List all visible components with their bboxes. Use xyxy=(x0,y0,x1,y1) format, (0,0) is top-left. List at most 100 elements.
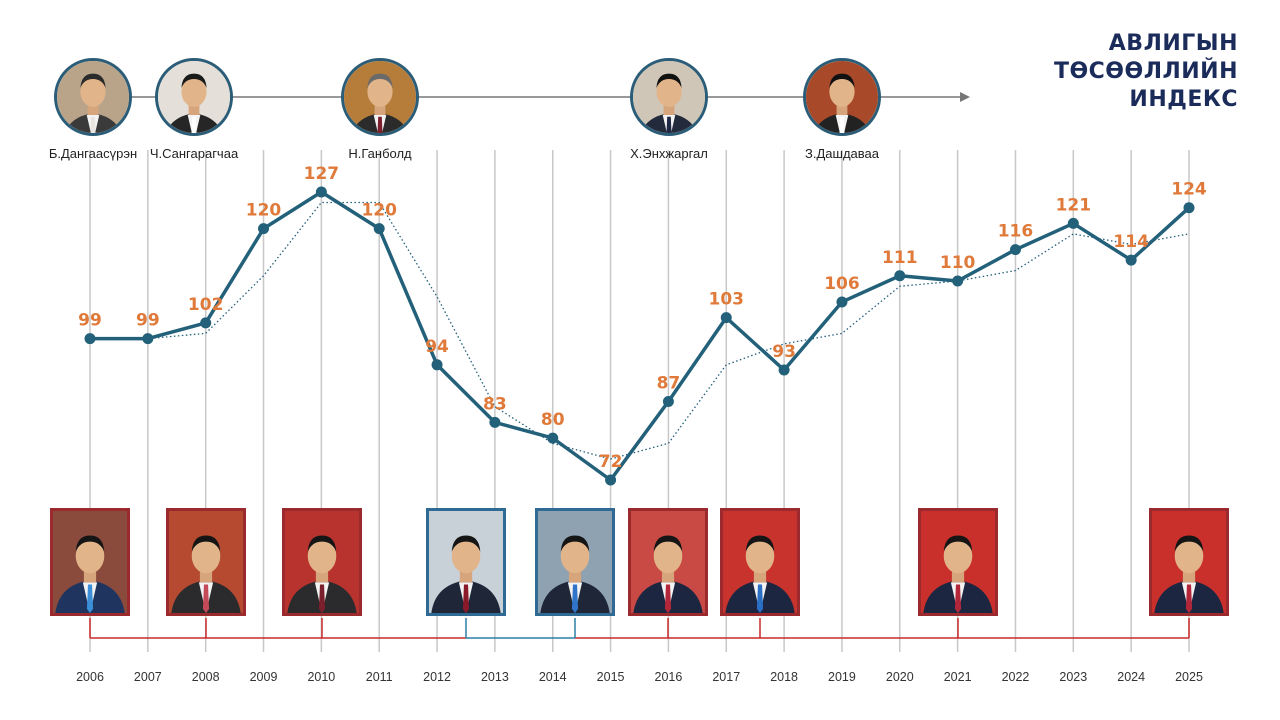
data-point xyxy=(258,223,270,235)
data-label: 110 xyxy=(940,253,976,273)
data-point xyxy=(84,333,96,345)
title-line: ТӨСӨӨЛЛИЙН xyxy=(1053,59,1238,84)
leader-photo xyxy=(50,508,130,616)
title-line: АВЛИГЫН xyxy=(1108,31,1238,56)
year-tick-label: 2013 xyxy=(481,670,509,684)
portrait-icon xyxy=(53,511,127,613)
data-point xyxy=(315,186,327,198)
official-avatar xyxy=(54,58,132,136)
leader-photo xyxy=(628,508,708,616)
arrow-head-icon xyxy=(960,92,970,102)
official-name: Н.Ганболд xyxy=(348,146,412,161)
data-point xyxy=(200,317,212,329)
data-point xyxy=(1009,244,1021,256)
year-tick-label: 2014 xyxy=(539,670,567,684)
official-avatar xyxy=(803,58,881,136)
title-line: ИНДЕКС xyxy=(1129,87,1238,112)
data-label: 99 xyxy=(78,311,102,331)
leader-photo xyxy=(720,508,800,616)
data-label: 102 xyxy=(188,295,224,315)
data-label: 127 xyxy=(304,164,340,184)
trend-series-line xyxy=(90,201,1190,460)
data-label: 121 xyxy=(1056,195,1092,215)
year-tick-label: 2020 xyxy=(886,670,914,684)
data-label: 120 xyxy=(361,201,397,221)
year-tick-label: 2019 xyxy=(828,670,856,684)
portrait-icon xyxy=(429,511,503,613)
year-tick-label: 2022 xyxy=(1002,670,1030,684)
portrait-icon xyxy=(158,61,230,133)
portrait-icon xyxy=(631,511,705,613)
year-tick-label: 2010 xyxy=(307,670,335,684)
leader-photo xyxy=(426,508,506,616)
official-name: Ч.Сангарагчаа xyxy=(149,146,239,161)
data-label: 93 xyxy=(772,342,796,362)
portrait-icon xyxy=(723,511,797,613)
leader-photo xyxy=(535,508,615,616)
data-label: 87 xyxy=(657,373,681,393)
portrait-icon xyxy=(806,61,878,133)
data-point xyxy=(778,364,790,376)
year-tick-label: 2007 xyxy=(134,670,162,684)
year-tick-label: 2025 xyxy=(1175,670,1203,684)
data-label: 80 xyxy=(541,410,565,430)
official-name: Х.Энхжаргал xyxy=(630,146,708,161)
year-tick-label: 2018 xyxy=(770,670,798,684)
data-point xyxy=(1067,217,1079,229)
portrait-icon xyxy=(344,61,416,133)
year-tick-label: 2008 xyxy=(192,670,220,684)
year-tick-label: 2012 xyxy=(423,670,451,684)
year-tick-label: 2021 xyxy=(944,670,972,684)
data-label: 99 xyxy=(136,311,160,331)
chart-title: АВЛИГЫН ТӨСӨӨЛЛИЙН ИНДЕКС xyxy=(1054,30,1238,114)
data-point xyxy=(720,312,732,324)
data-label: 83 xyxy=(483,394,507,414)
leader-photo xyxy=(166,508,246,616)
leader-photo xyxy=(1149,508,1229,616)
leader-photo xyxy=(282,508,362,616)
year-tick-label: 2016 xyxy=(655,670,683,684)
data-label: 116 xyxy=(998,222,1034,242)
data-point xyxy=(373,223,385,235)
data-point xyxy=(547,432,559,444)
data-point xyxy=(605,474,617,486)
year-tick-label: 2024 xyxy=(1117,670,1145,684)
data-label: 111 xyxy=(882,248,918,268)
data-point xyxy=(142,333,154,345)
portrait-icon xyxy=(633,61,705,133)
data-label: 120 xyxy=(246,201,282,221)
data-label: 72 xyxy=(599,452,623,472)
data-point xyxy=(1125,254,1137,266)
portrait-icon xyxy=(538,511,612,613)
data-label: 124 xyxy=(1171,180,1207,200)
data-label: 106 xyxy=(824,274,860,294)
official-name: З.Дашдаваа xyxy=(805,146,879,161)
portrait-icon xyxy=(285,511,359,613)
official-avatar xyxy=(630,58,708,136)
year-tick-label: 2009 xyxy=(250,670,278,684)
year-tick-label: 2011 xyxy=(366,670,393,684)
leader-photo xyxy=(918,508,998,616)
official-avatar xyxy=(341,58,419,136)
index-series-line xyxy=(90,190,1191,482)
data-label: 103 xyxy=(709,290,745,310)
year-tick-label: 2006 xyxy=(76,670,104,684)
year-tick-label: 2015 xyxy=(597,670,625,684)
portrait-icon xyxy=(921,511,995,613)
year-tick-label: 2023 xyxy=(1059,670,1087,684)
data-point xyxy=(836,296,848,308)
year-tick-label: 2017 xyxy=(712,670,740,684)
official-name: Б.Дангаасүрэн xyxy=(48,146,138,161)
data-point xyxy=(662,395,674,407)
official-avatar xyxy=(155,58,233,136)
data-point xyxy=(952,275,964,287)
portrait-icon xyxy=(57,61,129,133)
data-point xyxy=(431,359,443,371)
data-point xyxy=(894,270,906,282)
data-label: 94 xyxy=(425,337,449,357)
data-label: 114 xyxy=(1113,232,1149,252)
portrait-icon xyxy=(1152,511,1226,613)
portrait-icon xyxy=(169,511,243,613)
data-point xyxy=(489,416,501,428)
